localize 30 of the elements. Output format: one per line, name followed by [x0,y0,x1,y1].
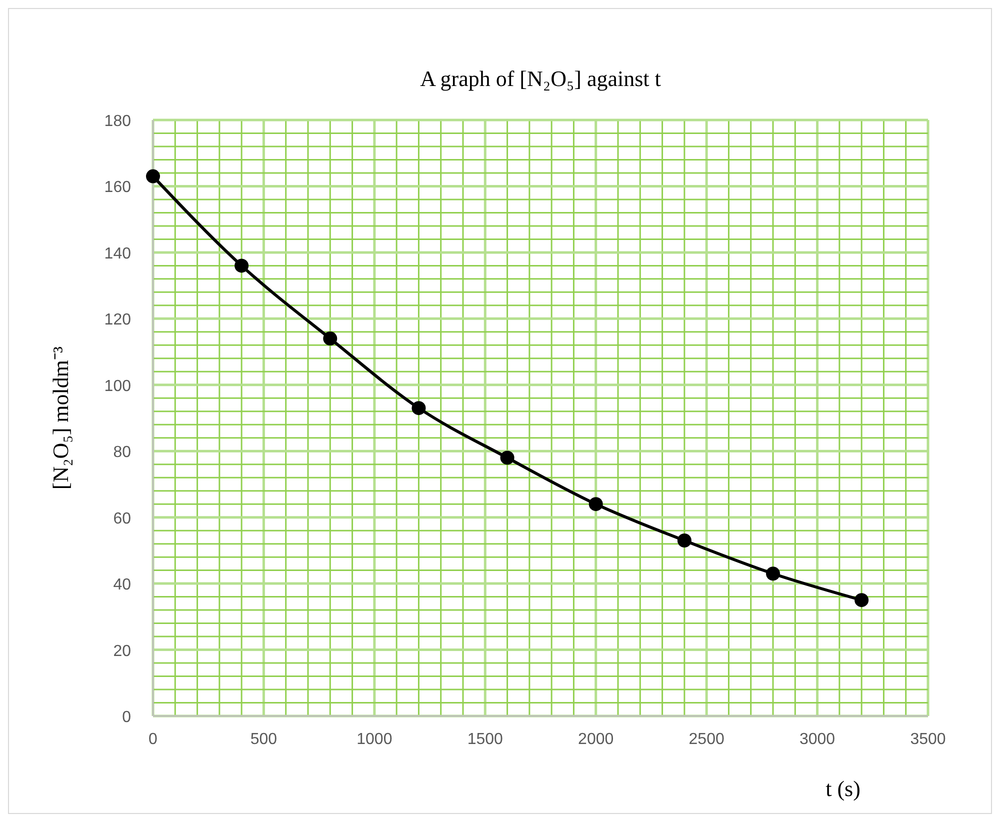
point [234,258,249,273]
x-tick-label: 0 [148,731,158,748]
x-tick-label: 2500 [688,731,724,748]
point [500,450,514,465]
point [677,534,692,548]
y-tick-label: 180 [104,113,132,130]
point [146,169,160,184]
x-tick-label: 1000 [356,731,392,748]
point [412,401,426,416]
y-tick-label: 60 [113,510,132,528]
y-tick-label: 80 [113,444,132,462]
y-tick-label: 120 [104,312,132,329]
y-tick-label: 160 [104,179,132,196]
chart-title: A graph of [N₂O₅] against t [420,66,661,91]
y-tick-label: 20 [113,642,132,660]
x-tick-label: 2000 [578,731,614,748]
y-tick-label: 100 [104,378,132,395]
point [588,497,603,512]
x-tick-label: 1500 [467,731,504,748]
x-tick-label: 3000 [799,731,836,748]
point [323,332,338,346]
x-tick-label: 3500 [910,731,946,748]
y-tick-label: 40 [113,576,132,594]
y-tick-label: 0 [122,709,132,726]
y-axis-title: [N₂O₅] moldm⁻³ [48,346,73,490]
point [766,566,780,581]
x-axis-title: t (s) [826,776,860,801]
y-tick-label: 140 [104,245,132,262]
x-tick-label: 500 [250,731,278,748]
point [854,593,869,608]
